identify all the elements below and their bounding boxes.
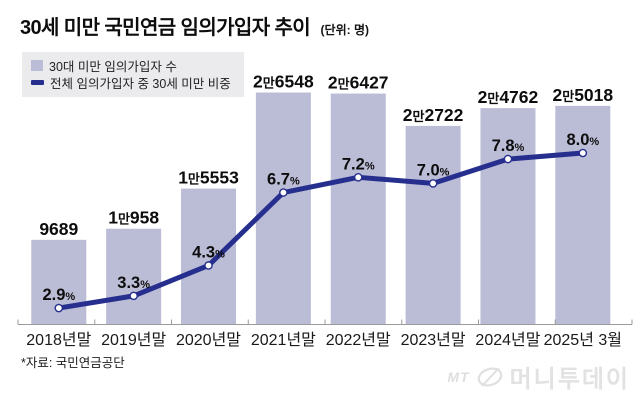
pct-value-label: 8.0%: [566, 131, 599, 149]
legend: 30대 미만 임의가입자 수 전체 임의가입자 중 30세 미만 비중: [22, 52, 244, 97]
bar-value-label: 1만958: [108, 208, 159, 228]
line-dot: [578, 148, 588, 158]
bar-2020년말: [181, 188, 237, 325]
line-dot: [204, 261, 213, 270]
bar-value-label: 2만2722: [403, 105, 464, 125]
bar-2024년말: [480, 108, 536, 325]
bar-2019년말: [106, 228, 162, 325]
logo-name-text: 머니투데이: [509, 366, 630, 393]
bar-series-label: 30대 미만 임의가입자 수: [49, 60, 177, 74]
line-dot: [279, 188, 288, 197]
line-dot: [503, 154, 513, 164]
logo-mt-text: MT: [447, 368, 470, 385]
line-series-swatch-icon: [31, 80, 44, 85]
bar-value-label: 2만4762: [478, 87, 539, 107]
pct-value-label: 6.7%: [267, 171, 300, 189]
line-dot: [129, 291, 138, 301]
unit-note: (단위: 명): [320, 23, 369, 37]
pct-value-label: 3.3%: [117, 274, 150, 292]
chart-title: 30세 미만 국민연금 임의가입자 추이: [20, 17, 311, 39]
bar-value-label: 2만5018: [552, 85, 613, 105]
legend-item-bars: 30대 미만 임의가입자 수: [31, 57, 231, 74]
x-label-2020년말: 2020년말: [176, 331, 241, 349]
bar-value-label: 1만5553: [178, 168, 239, 188]
bar-value-label: 9689: [39, 219, 78, 239]
page-title-row: 30세 미만 국민연금 임의가입자 추이 (단위: 명): [20, 11, 369, 40]
line-dot: [353, 173, 363, 182]
line-dot: [54, 303, 64, 313]
pct-value-label: 7.2%: [342, 155, 375, 173]
pct-value-label: 4.3%: [192, 243, 225, 261]
x-label-2021년말: 2021년말: [251, 331, 316, 349]
x-label-2019년말: 2019년말: [101, 331, 166, 349]
bar-series-swatch-icon: [31, 60, 43, 71]
x-label-2024년말: 2024년말: [475, 331, 540, 349]
bar-2023년말: [405, 125, 461, 325]
line-dot: [428, 179, 438, 188]
publisher-logo: MT 머니투데이: [447, 359, 630, 394]
pct-value-label: 2.9%: [42, 286, 75, 304]
x-label-2022년말: 2022년말: [326, 331, 391, 349]
pct-line-series: [56, 150, 586, 311]
line-series-label: 전체 임의가입자 중 30세 미만 비중: [50, 77, 231, 91]
bar-2022년말: [330, 93, 386, 325]
source-note: *자료: 국민연금공단: [21, 356, 125, 370]
x-label-2023년말: 2023년말: [401, 331, 466, 349]
legend-item-line: 전체 임의가입자 중 30세 미만 비중: [31, 74, 231, 91]
pct-value-label: 7.0%: [417, 161, 450, 179]
x-label-2018년말: 2018년말: [26, 331, 91, 349]
pct-value-label: 7.8%: [492, 137, 525, 155]
bar-2025년 3월: [555, 105, 611, 325]
moneytoday-circle-icon: [477, 366, 502, 387]
bar-value-label: 2만6548: [253, 72, 314, 92]
x-label-2025년 3월: 2025년 3월: [544, 331, 622, 349]
bar-value-label: 2만6427: [328, 73, 389, 93]
